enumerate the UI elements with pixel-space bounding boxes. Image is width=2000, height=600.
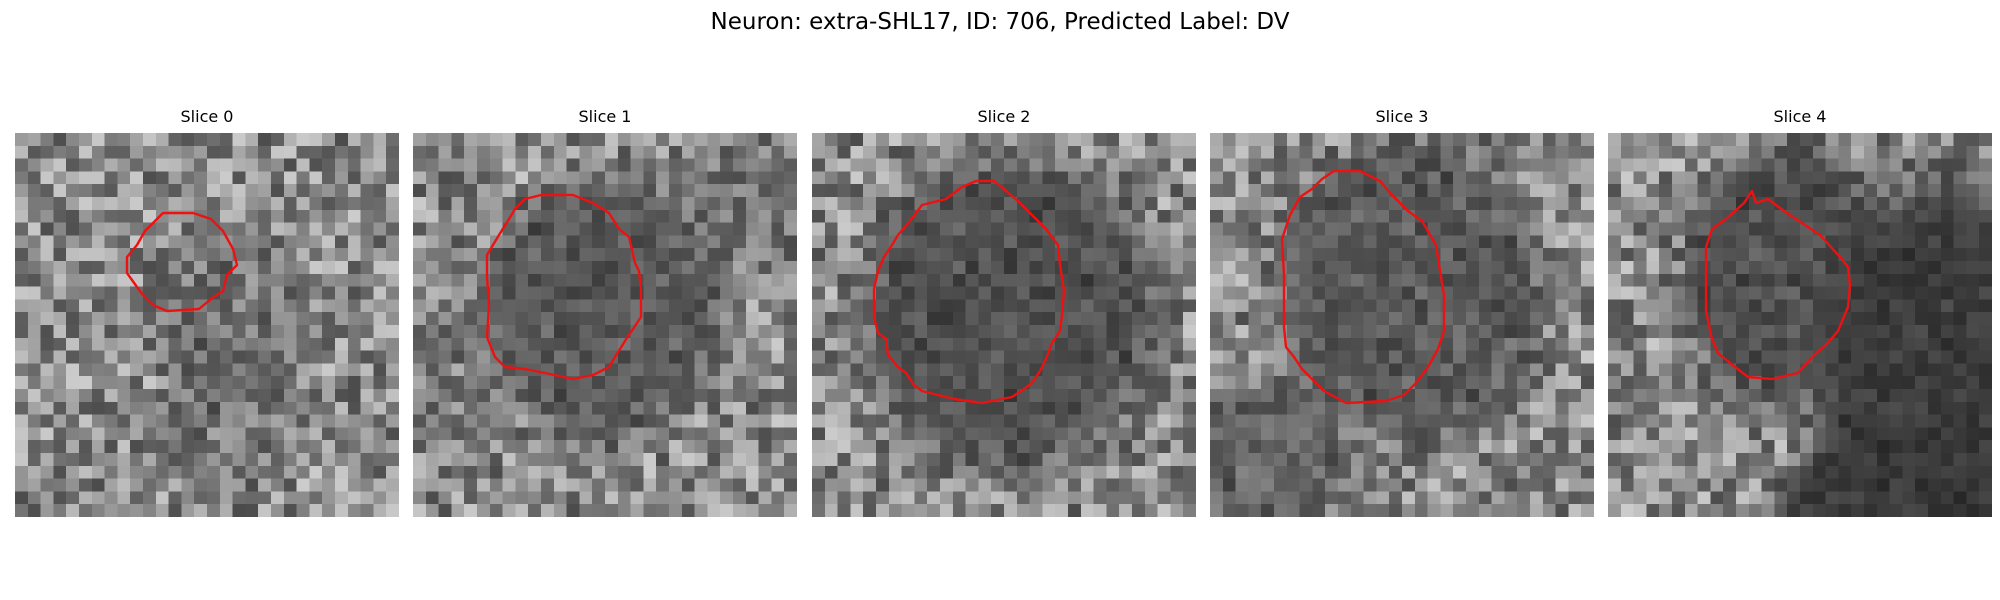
slice-title: Slice 4 — [1773, 107, 1827, 126]
figure-title: Neuron: extra-SHL17, ID: 706, Predicted … — [710, 9, 1290, 35]
slice-image — [413, 133, 797, 517]
cell-outline — [1704, 189, 1852, 381]
slice-image — [15, 133, 399, 517]
slice-image — [1210, 133, 1594, 517]
slice-title: Slice 3 — [1375, 107, 1429, 126]
slice-title: Slice 0 — [180, 107, 234, 126]
cell-outline — [485, 193, 643, 381]
slice-title: Slice 1 — [578, 107, 632, 126]
cell-outline — [1280, 169, 1446, 405]
slice-image — [1608, 133, 1992, 517]
cell-outline — [872, 179, 1066, 405]
cell-outline — [125, 211, 239, 313]
slice-title: Slice 2 — [977, 107, 1031, 126]
